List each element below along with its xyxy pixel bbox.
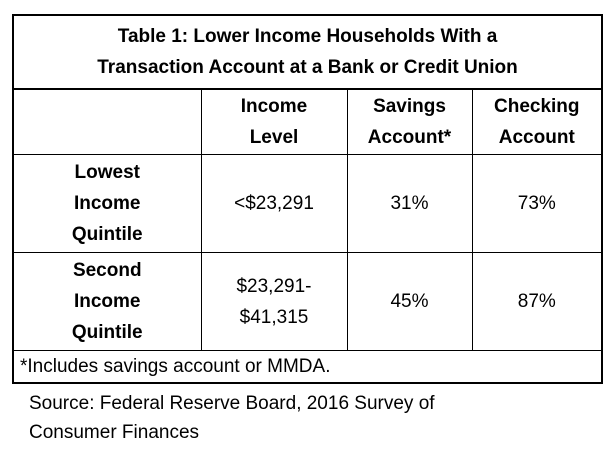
row-label-line2: Income	[73, 291, 141, 312]
cell-savings: 45%	[346, 252, 473, 351]
header-income-line1: Income	[240, 96, 308, 117]
table-row: Second Income Quintile $23,291- $41,315 …	[12, 252, 603, 351]
source-line2: Consumer Finances	[29, 422, 200, 443]
header-income-level: Income Level	[200, 88, 348, 155]
table-container: Table 1: Lower Income Households With a …	[12, 14, 604, 384]
cell-income-level: $23,291- $41,315	[200, 252, 348, 351]
table-title: Table 1: Lower Income Households With a …	[12, 14, 603, 90]
cell-checking: 87%	[471, 252, 603, 351]
table-title-line2: Transaction Account at a Bank or Credit …	[97, 57, 518, 78]
header-checking-line1: Checking	[494, 96, 580, 117]
cell-savings: 31%	[346, 154, 473, 253]
header-row: Income Level Savings Account* Checking A…	[12, 88, 603, 155]
row-label-line1: Lowest	[74, 162, 140, 183]
cell-income-level: <$23,291	[200, 154, 348, 253]
income-line1: <$23,291	[234, 193, 314, 214]
header-savings-account: Savings Account*	[346, 88, 473, 155]
note-row: *Includes savings account or MMDA.	[12, 350, 603, 384]
header-income-line2: Level	[249, 127, 299, 148]
row-label-line3: Quintile	[71, 224, 143, 245]
row-label-lowest: Lowest Income Quintile	[12, 154, 202, 253]
table-row: Lowest Income Quintile <$23,291 31% 73%	[12, 154, 603, 253]
row-label-line2: Income	[73, 193, 141, 214]
households-table: Table 1: Lower Income Households With a …	[12, 14, 604, 384]
table-title-line1: Table 1: Lower Income Households With a	[117, 26, 498, 47]
header-checking-line2: Account	[498, 127, 575, 148]
row-label-line1: Second	[72, 260, 142, 281]
header-savings-line2: Account*	[367, 127, 452, 148]
header-corner	[12, 88, 202, 155]
table-footnote: *Includes savings account or MMDA.	[12, 350, 603, 384]
income-line2: $41,315	[239, 306, 309, 328]
source-citation: Source: Federal Reserve Board, 2016 Surv…	[29, 389, 599, 447]
header-savings-line1: Savings	[373, 96, 446, 117]
cell-checking: 73%	[471, 154, 603, 253]
row-label-second: Second Income Quintile	[12, 252, 202, 351]
income-line1: $23,291-	[236, 275, 312, 297]
header-checking-account: Checking Account	[471, 88, 603, 155]
row-label-line3: Quintile	[71, 322, 143, 343]
source-line1: Source: Federal Reserve Board, 2016 Surv…	[29, 393, 435, 414]
